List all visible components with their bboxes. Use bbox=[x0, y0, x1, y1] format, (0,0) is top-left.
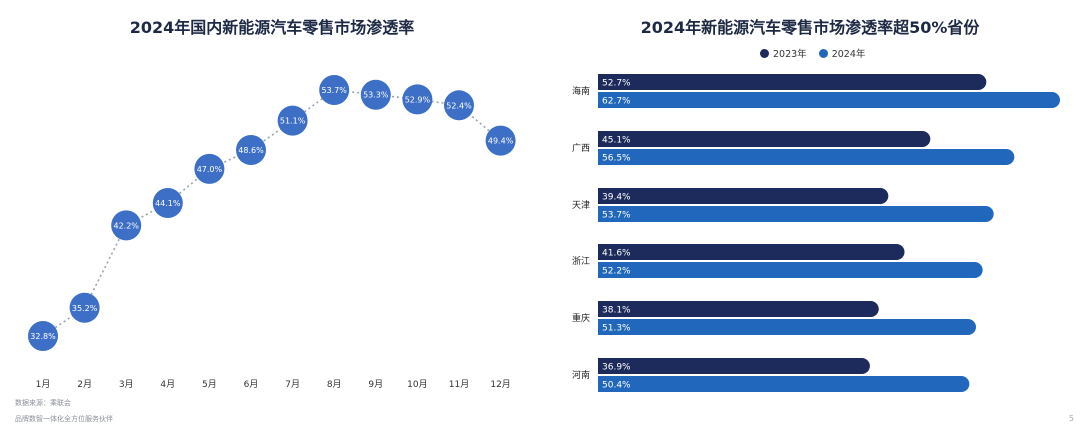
x-tick-label: 6月 bbox=[244, 379, 259, 390]
footer-source: 数据来源：乘联会 bbox=[15, 399, 71, 407]
data-point-marker bbox=[28, 321, 58, 351]
bar-end-cap bbox=[862, 301, 879, 317]
bar-end-cap bbox=[914, 131, 931, 147]
bar-end-cap bbox=[853, 358, 870, 374]
x-tick-label: 8月 bbox=[327, 379, 342, 390]
legend-dot-2024 bbox=[818, 48, 828, 58]
province-label: 海南 bbox=[572, 85, 590, 97]
data-point-label: 52.9% bbox=[405, 95, 431, 104]
data-point-label: 35.2% bbox=[72, 304, 98, 313]
legend-dot-2023 bbox=[760, 48, 769, 58]
data-point-label: 53.3% bbox=[363, 91, 389, 100]
line-chart-title: 2024年国内新能源汽车零售市场渗透率 bbox=[129, 18, 415, 37]
bar-value-label: 56.5% bbox=[602, 154, 631, 164]
bar-value-label: 38.1% bbox=[602, 306, 631, 316]
bar-2024 bbox=[598, 262, 975, 278]
bar-2024 bbox=[598, 92, 1052, 108]
province-label: 河南 bbox=[572, 369, 590, 381]
bar-value-label: 52.2% bbox=[602, 267, 631, 277]
data-point-marker bbox=[152, 187, 183, 218]
bar-2024 bbox=[598, 376, 962, 392]
bar-end-cap bbox=[888, 244, 905, 260]
x-tick-label: 10月 bbox=[407, 379, 427, 390]
footer-note: 品牌数智一体化全方位服务伙伴 bbox=[15, 415, 113, 423]
bar-end-cap bbox=[872, 188, 889, 204]
bar-value-label: 45.1% bbox=[602, 136, 631, 146]
bar-value-label: 53.7% bbox=[602, 211, 631, 221]
data-point-label: 49.4% bbox=[488, 137, 514, 146]
data-point-marker bbox=[444, 90, 474, 121]
page-number: 5 bbox=[1068, 414, 1074, 423]
bar-2024 bbox=[598, 206, 986, 222]
x-tick-label: 11月 bbox=[449, 379, 469, 390]
data-point-marker bbox=[360, 79, 391, 110]
data-point-label: 32.8% bbox=[30, 332, 56, 341]
bar-2023 bbox=[598, 74, 979, 90]
bar-chart-title: 2024年新能源汽车零售市场渗透率超50%省份 bbox=[640, 18, 980, 37]
x-tick-label: 4月 bbox=[160, 379, 175, 390]
bar-2024 bbox=[598, 149, 1007, 165]
bar-end-cap bbox=[1044, 92, 1060, 108]
bar-value-label: 50.4% bbox=[602, 381, 631, 391]
data-point-label: 47.0% bbox=[197, 165, 223, 174]
x-tick-label: 9月 bbox=[368, 379, 383, 390]
province-label: 浙江 bbox=[572, 255, 590, 267]
data-point-marker bbox=[69, 292, 100, 323]
bar-end-cap bbox=[998, 149, 1015, 165]
x-tick-label: 3月 bbox=[119, 379, 134, 390]
x-tick-label: 7月 bbox=[285, 379, 300, 390]
province-label: 重庆 bbox=[572, 312, 590, 324]
legend-label-2023: 2023年 bbox=[773, 49, 807, 60]
bar-value-label: 52.7% bbox=[602, 79, 631, 89]
x-tick-label: 5月 bbox=[202, 379, 217, 390]
bar-value-label: 62.7% bbox=[602, 97, 631, 107]
data-point-marker bbox=[485, 125, 516, 156]
bar-2023 bbox=[598, 131, 923, 147]
penetration-trend-line bbox=[42, 89, 502, 337]
x-tick-label: 2月 bbox=[77, 379, 92, 390]
data-point-marker bbox=[277, 105, 308, 136]
bar-value-label: 41.6% bbox=[602, 249, 631, 259]
bar-chart: 海南 52.7% 62.7% 广西 45.1% 56.5% 天津 39.4% 53.7% 浙江 41… bbox=[572, 74, 1060, 392]
legend-item-2023: 2023年 bbox=[760, 46, 807, 60]
bar-2024 bbox=[598, 319, 968, 335]
legend-label-2024: 2024年 bbox=[831, 49, 866, 60]
bar-end-cap bbox=[977, 206, 994, 222]
line-chart: 32.8% 1月 35.2% 2月 42.2% 3月 44.1% 4月 47.0% 5月 48.6%… bbox=[28, 75, 516, 390]
bar-value-label: 36.9% bbox=[602, 363, 631, 373]
data-point-marker bbox=[194, 153, 225, 184]
data-point-marker bbox=[402, 84, 433, 115]
bar-2023 bbox=[598, 188, 881, 204]
bar-value-label: 51.3% bbox=[602, 324, 631, 334]
x-tick-label: 12月 bbox=[490, 379, 510, 390]
bar-2023 bbox=[598, 301, 871, 317]
bar-end-cap bbox=[960, 319, 976, 335]
bar-value-label: 39.4% bbox=[602, 193, 631, 203]
data-point-label: 42.2% bbox=[113, 221, 139, 230]
data-point-label: 48.6% bbox=[238, 146, 264, 155]
data-point-label: 52.4% bbox=[446, 101, 472, 110]
province-label: 天津 bbox=[572, 200, 590, 211]
data-point-marker bbox=[319, 75, 350, 105]
bar-end-cap bbox=[970, 74, 987, 90]
data-point-marker bbox=[236, 135, 266, 166]
bar-2023 bbox=[598, 244, 897, 260]
data-point-label: 44.1% bbox=[155, 199, 181, 208]
bar-chart-legend: 2023年 2024年 bbox=[760, 46, 865, 60]
bar-end-cap bbox=[953, 376, 970, 392]
x-tick-label: 1月 bbox=[36, 379, 51, 390]
bar-2023 bbox=[598, 358, 862, 374]
data-point-marker bbox=[111, 210, 142, 241]
data-point-label: 53.7% bbox=[321, 86, 347, 95]
data-point-label: 51.1% bbox=[280, 117, 306, 126]
province-label: 广西 bbox=[572, 142, 590, 154]
legend-item-2024: 2024年 bbox=[818, 46, 866, 60]
bar-end-cap bbox=[966, 262, 983, 278]
